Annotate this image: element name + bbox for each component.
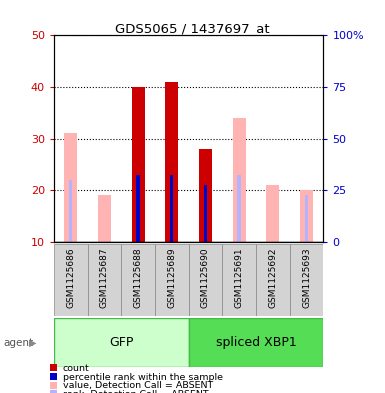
Text: GSM1125687: GSM1125687 xyxy=(100,247,109,308)
Text: agent: agent xyxy=(4,338,34,348)
Bar xyxy=(54,318,189,367)
Bar xyxy=(69,180,72,242)
Text: rank, Detection Call = ABSENT: rank, Detection Call = ABSENT xyxy=(63,390,208,393)
Bar xyxy=(256,244,290,316)
Bar xyxy=(136,174,140,242)
Text: spliced XBP1: spliced XBP1 xyxy=(216,336,296,349)
Bar xyxy=(64,133,77,242)
Bar xyxy=(54,244,88,316)
Text: value, Detection Call = ABSENT: value, Detection Call = ABSENT xyxy=(63,381,213,390)
Text: GSM1125690: GSM1125690 xyxy=(201,247,210,308)
Text: GSM1125693: GSM1125693 xyxy=(302,247,311,308)
Bar xyxy=(305,195,308,242)
Bar xyxy=(155,244,189,316)
Bar xyxy=(166,82,178,242)
Bar xyxy=(233,118,246,242)
Text: ▶: ▶ xyxy=(29,338,36,348)
Bar xyxy=(300,190,313,242)
Bar xyxy=(199,149,212,242)
Text: count: count xyxy=(63,364,89,373)
Text: GSM1125691: GSM1125691 xyxy=(235,247,244,308)
Bar xyxy=(266,185,279,242)
Bar xyxy=(189,244,223,316)
Text: GSM1125688: GSM1125688 xyxy=(134,247,142,308)
Text: GSM1125686: GSM1125686 xyxy=(66,247,75,308)
Text: percentile rank within the sample: percentile rank within the sample xyxy=(63,373,223,382)
Bar xyxy=(204,185,207,242)
Bar xyxy=(88,244,121,316)
Text: GDS5065 / 1437697_at: GDS5065 / 1437697_at xyxy=(115,22,270,35)
Text: GSM1125692: GSM1125692 xyxy=(268,247,277,308)
Bar xyxy=(121,244,155,316)
Text: GSM1125689: GSM1125689 xyxy=(167,247,176,308)
Bar xyxy=(132,87,144,242)
Bar xyxy=(189,318,323,367)
Bar xyxy=(98,195,111,242)
Bar xyxy=(290,244,323,316)
Text: GFP: GFP xyxy=(109,336,134,349)
Bar xyxy=(238,174,241,242)
Bar xyxy=(170,174,174,242)
Bar xyxy=(223,244,256,316)
